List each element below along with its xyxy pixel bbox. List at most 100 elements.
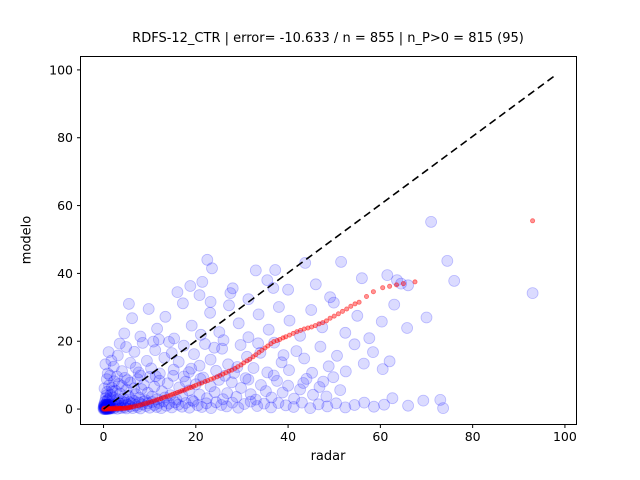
blue-scatter-series	[97, 215, 539, 416]
data-point	[244, 388, 257, 401]
data-point	[109, 384, 122, 397]
data-point	[305, 304, 318, 316]
y-tick-label: 100	[49, 62, 73, 77]
data-point	[304, 402, 317, 415]
data-point	[251, 400, 264, 412]
data-point	[348, 303, 354, 309]
data-point	[226, 282, 239, 295]
data-point	[262, 323, 275, 336]
data-point	[378, 398, 391, 411]
data-point	[265, 401, 277, 414]
data-point	[351, 309, 364, 322]
data-point	[193, 359, 206, 372]
data-point	[193, 388, 206, 401]
data-point	[99, 392, 112, 405]
data-point	[348, 399, 361, 411]
data-point	[184, 280, 197, 292]
data-point	[208, 341, 221, 354]
x-tick-label: 100	[553, 429, 577, 444]
x-tick-label: 20	[188, 429, 204, 444]
data-point	[111, 370, 123, 383]
data-point	[118, 327, 131, 340]
data-point	[223, 299, 235, 312]
data-point	[441, 254, 454, 267]
x-axis-label: radar	[310, 449, 346, 464]
y-tick-label: 80	[57, 130, 73, 145]
data-point	[147, 335, 160, 348]
data-point	[294, 329, 307, 342]
data-point	[252, 337, 265, 350]
data-point	[339, 365, 352, 378]
data-point	[276, 386, 289, 399]
data-point	[206, 262, 218, 275]
data-point	[294, 383, 307, 396]
data-point	[128, 345, 141, 358]
data-point	[352, 301, 358, 307]
data-point	[204, 306, 217, 319]
data-point	[235, 382, 247, 394]
data-point	[244, 395, 257, 408]
data-point	[386, 392, 399, 405]
data-point	[300, 372, 313, 385]
x-tick-label: 60	[372, 429, 388, 444]
data-point	[356, 299, 362, 305]
data-point	[322, 360, 335, 373]
data-point	[393, 282, 399, 288]
data-point	[155, 402, 168, 415]
data-point	[242, 331, 255, 344]
data-point	[265, 343, 271, 349]
red-scatter-series	[101, 218, 536, 412]
data-point	[113, 405, 119, 411]
data-point	[313, 381, 326, 393]
data-point	[376, 363, 389, 376]
data-point	[105, 354, 118, 367]
axes-box	[80, 56, 577, 425]
data-point	[215, 399, 228, 411]
data-point	[165, 347, 178, 360]
data-point	[269, 264, 282, 276]
data-point	[134, 330, 147, 343]
data-point	[277, 349, 290, 362]
y-axis-label: modelo	[19, 215, 35, 265]
data-point	[108, 375, 120, 388]
data-point	[161, 377, 174, 390]
data-point	[122, 297, 135, 310]
data-point	[247, 356, 253, 362]
data-point	[216, 342, 229, 355]
data-point	[320, 390, 333, 403]
data-point	[194, 328, 207, 341]
data-point	[272, 301, 285, 313]
data-point	[200, 392, 213, 405]
data-point	[272, 397, 285, 409]
data-point	[383, 355, 396, 368]
data-point	[283, 364, 295, 377]
data-point	[238, 398, 251, 410]
data-point	[191, 399, 204, 412]
data-point	[287, 401, 300, 413]
data-point	[129, 361, 142, 374]
data-point	[98, 382, 111, 395]
data-point	[259, 385, 272, 398]
data-point	[324, 291, 337, 304]
data-point	[210, 396, 223, 409]
data-point	[437, 402, 450, 415]
data-point	[201, 253, 214, 266]
data-point	[391, 274, 403, 287]
data-point	[312, 398, 325, 411]
data-point	[169, 396, 181, 409]
data-point	[160, 399, 173, 412]
data-point	[128, 382, 140, 395]
data-point	[204, 295, 217, 308]
data-point	[283, 314, 296, 327]
data-point	[101, 367, 114, 380]
data-point	[282, 379, 295, 392]
data-point	[526, 287, 539, 300]
data-point	[247, 362, 260, 374]
x-tick-label: 0	[100, 429, 108, 444]
data-point	[148, 380, 161, 393]
data-point	[355, 272, 368, 285]
data-point	[217, 334, 230, 347]
data-point	[120, 383, 133, 396]
data-point	[331, 313, 337, 319]
data-point	[259, 347, 265, 353]
